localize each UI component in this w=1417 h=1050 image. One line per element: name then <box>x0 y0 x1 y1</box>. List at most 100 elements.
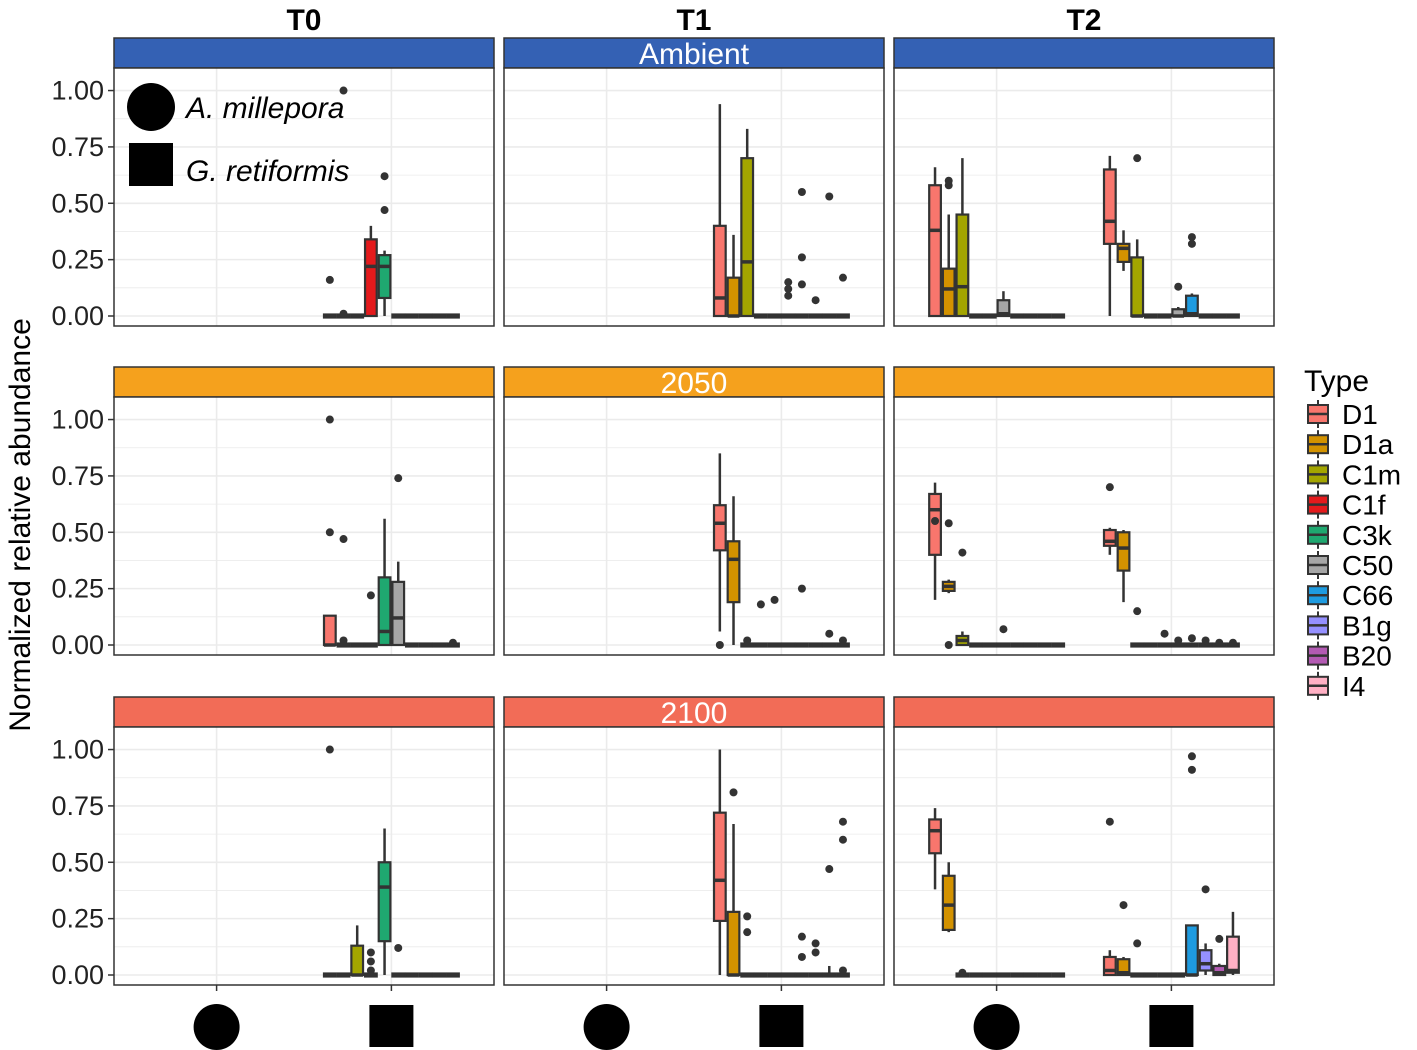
outlier-point <box>1174 282 1183 291</box>
outlier-point <box>1133 939 1142 948</box>
outlier-point <box>999 625 1008 634</box>
box-c1f <box>1143 642 1158 648</box>
outlier-point <box>339 636 348 645</box>
strip-2-0 <box>113 696 495 728</box>
outlier-point <box>1228 638 1237 647</box>
panel-bg <box>114 68 494 326</box>
outlier-point <box>944 641 953 649</box>
outlier-point <box>784 284 793 293</box>
box-d1a <box>1116 901 1131 977</box>
panel-border <box>503 396 885 656</box>
box-body <box>1212 964 1227 977</box>
legend-label: B20 <box>1342 641 1392 672</box>
panel-border <box>893 726 1275 986</box>
box-b1g <box>1023 313 1038 319</box>
outlier-point <box>838 636 847 645</box>
box-d1a <box>336 972 351 978</box>
box-i4 <box>1051 972 1066 978</box>
box-c66 <box>794 584 809 648</box>
box-body <box>350 944 365 977</box>
outlier-point <box>743 912 752 921</box>
outlier-point <box>1133 154 1142 163</box>
box-c1f <box>969 642 984 648</box>
box-c3k <box>1157 313 1172 319</box>
x-label-square-icon <box>1149 1005 1194 1047</box>
strip-label-2050: 2050 <box>661 367 728 400</box>
y-tick-label: 0.25 <box>51 245 104 275</box>
x-label-circle-icon <box>973 1004 1020 1050</box>
y-tick-label: 0.50 <box>51 188 104 218</box>
box-c1f <box>363 948 378 978</box>
outlier-point <box>770 595 779 604</box>
box-c1m <box>740 912 755 978</box>
y-tick-label: 0.75 <box>51 791 104 821</box>
box-c1f <box>753 972 768 978</box>
panel-r0-c2 <box>893 37 1275 327</box>
column-title-t0: T0 <box>286 4 321 37</box>
legend-item-c50: C50 <box>1307 550 1393 581</box>
y-tick-label: 1.00 <box>51 405 104 435</box>
box-c3k <box>1157 629 1172 648</box>
outlier-point <box>366 591 375 600</box>
box-body <box>1116 958 1131 977</box>
box-c66 <box>1010 313 1025 319</box>
box-d1 <box>322 275 337 319</box>
box-body <box>1102 955 1117 977</box>
box-c1f <box>1143 972 1158 978</box>
box-b20 <box>1212 313 1227 319</box>
box-c66 <box>1010 642 1025 648</box>
outlier-point <box>1187 233 1196 242</box>
box-c66 <box>1010 972 1025 978</box>
box-c1m <box>1130 154 1145 318</box>
panel-bg <box>504 68 884 326</box>
box-b20 <box>822 192 837 319</box>
box-body <box>1102 528 1117 547</box>
box-c50 <box>391 313 406 319</box>
box-body <box>712 811 727 922</box>
box-c66 <box>1184 634 1199 648</box>
legend-label: C1m <box>1342 459 1401 490</box>
box-b1g <box>1023 972 1038 978</box>
panel-border <box>113 396 495 656</box>
box-d1a <box>1116 530 1131 603</box>
box-d1a <box>336 86 351 319</box>
box-body <box>1102 168 1117 245</box>
legend-label: B1g <box>1342 610 1392 641</box>
panel-border <box>503 726 885 986</box>
y-tick-label: 0.25 <box>51 574 104 604</box>
outlier-point <box>325 415 334 424</box>
strip-1-0 <box>113 366 495 398</box>
box-c1m <box>740 128 755 318</box>
outlier-point <box>1215 934 1224 943</box>
outlier-point <box>1187 752 1196 761</box>
box-c1f <box>363 591 378 648</box>
box-b20 <box>432 313 447 319</box>
box-c66 <box>1184 752 1199 977</box>
box-b1g <box>808 642 823 648</box>
outlier-point <box>394 474 403 483</box>
box-b20 <box>432 972 447 978</box>
legend-label: D1 <box>1342 399 1378 430</box>
outlier-point <box>838 966 847 975</box>
box-c3k <box>1157 972 1172 978</box>
box-b20 <box>1212 934 1227 977</box>
outlier-point <box>825 629 834 638</box>
strip-0-0 <box>113 37 495 69</box>
outlier-point <box>784 278 793 287</box>
outlier-point <box>339 86 348 95</box>
box-d1 <box>1102 155 1117 316</box>
panel-r1-c0 <box>113 366 495 656</box>
box-body <box>1198 949 1213 972</box>
outlier-point <box>729 788 738 797</box>
legend-item-c66: C66 <box>1307 580 1393 611</box>
box-c1f <box>363 225 378 318</box>
box-d1 <box>928 482 942 600</box>
outlier-point <box>1105 483 1114 492</box>
outlier-point <box>797 280 806 289</box>
box-body <box>377 576 392 647</box>
box-c66 <box>1184 233 1199 318</box>
outlier-point <box>944 176 953 185</box>
box-c66 <box>404 313 419 319</box>
box-i4 <box>1226 911 1240 975</box>
box-d1a <box>726 234 741 318</box>
